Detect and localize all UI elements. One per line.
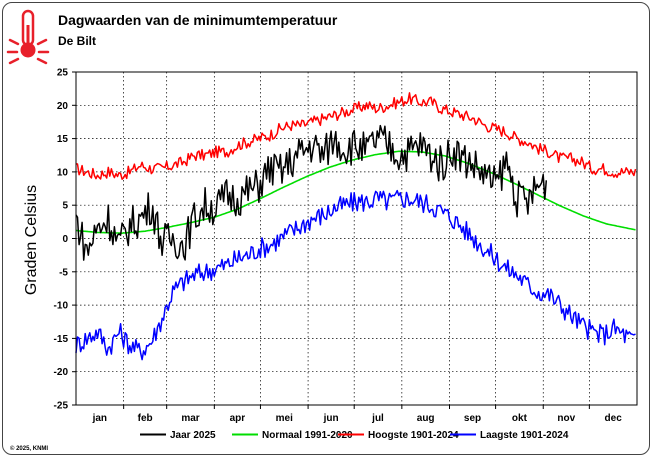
chart-title: Dagwaarden van de minimumtemperatuur [58, 12, 338, 28]
y-tick-label: 15 [57, 134, 69, 145]
y-axis-label: Graden Celsius [23, 185, 40, 295]
legend-label-normaal-1991-2020: Normaal 1991-2020 [262, 430, 353, 441]
series-line-normaal-1991-2020 [75, 150, 636, 234]
month-labels: jan feb mar apr mei jun jul aug sep okt nov dec [92, 405, 623, 424]
month-label-apr: apr [230, 413, 246, 424]
month-label-nov: nov [557, 413, 575, 424]
month-label-feb: feb [138, 413, 153, 424]
y-tick-label: -15 [54, 334, 69, 345]
y-tick-label: 0 [62, 234, 68, 245]
month-label-mar: mar [181, 413, 199, 424]
month-label-jun: jun [323, 413, 339, 424]
month-label-jul: jul [371, 413, 384, 424]
month-label-jan: jan [92, 413, 107, 424]
legend-label-jaar-2025: Jaar 2025 [170, 430, 216, 441]
month-label-mei: mei [276, 413, 293, 424]
series-lines [75, 92, 637, 361]
legend: Jaar 2025 Normaal 1991-2020 Hoogste 1901-2… [140, 430, 569, 441]
thermometer-icon [6, 9, 50, 65]
y-tick-label: 5 [62, 201, 68, 212]
series-line-laagste-1901-2024 [75, 189, 636, 361]
y-tick-label: -25 [54, 401, 69, 412]
month-label-sep: sep [464, 413, 481, 424]
credit-text: © 2025, KNMI [10, 445, 48, 452]
y-tick-label: -5 [59, 267, 68, 278]
month-label-aug: aug [417, 413, 435, 424]
series-line-hoogste-1901-2024 [75, 92, 637, 180]
y-ticks: 25 20 15 10 5 0 -5 -10 -15 -20 -25 [54, 68, 76, 412]
y-tick-label: 20 [57, 101, 69, 112]
y-tick-label: 10 [57, 167, 69, 178]
month-label-dec: dec [605, 413, 623, 424]
legend-label-laagste-1901-2024: Laagste 1901-2024 [480, 430, 569, 441]
y-tick-label: 25 [57, 68, 69, 79]
y-tick-label: -10 [54, 301, 69, 312]
legend-label-hoogste-1901-2024: Hoogste 1901-2024 [368, 430, 459, 441]
chart-subtitle: De Bilt [58, 34, 96, 48]
series-line-jaar-2025 [75, 124, 548, 261]
month-label-okt: okt [512, 413, 528, 424]
y-tick-label: -20 [54, 367, 69, 378]
